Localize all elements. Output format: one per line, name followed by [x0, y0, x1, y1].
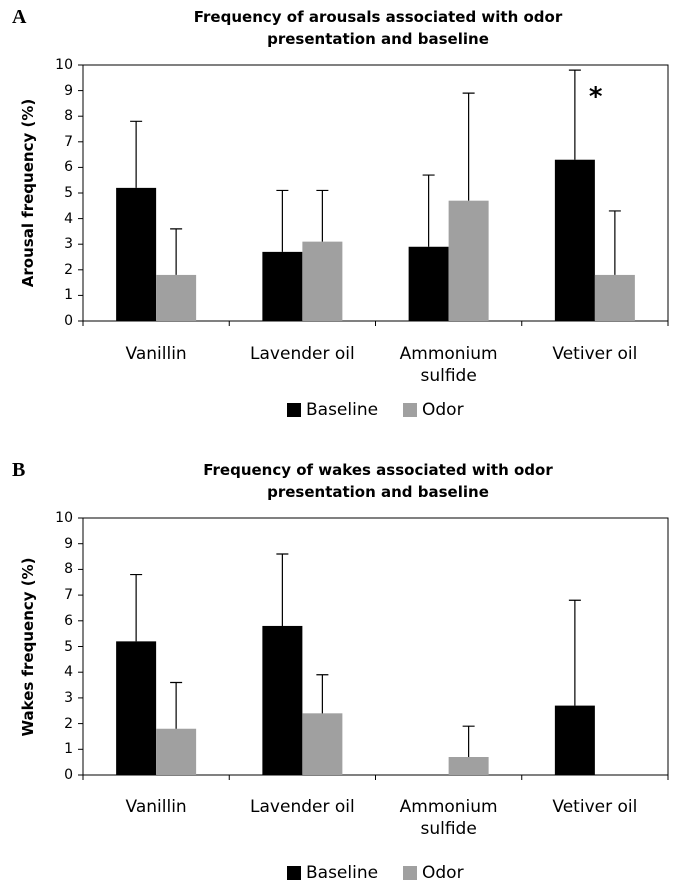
bar	[408, 246, 449, 321]
bar	[116, 187, 157, 321]
error-bar	[568, 69, 581, 160]
panel-label: B	[12, 459, 26, 481]
y-tick-label: 0	[64, 767, 73, 783]
y-tick-label: 10	[55, 57, 73, 73]
error-bar	[568, 599, 581, 706]
x-tick-label: Vanillin	[125, 797, 187, 817]
y-tick-label: 2	[64, 715, 73, 732]
error-bar	[422, 174, 435, 247]
legend-label: Odor	[422, 863, 464, 883]
panel-label: A	[12, 6, 27, 28]
bar	[554, 159, 595, 321]
legend-swatch	[403, 403, 417, 417]
bar	[156, 728, 197, 775]
legend-swatch	[287, 403, 301, 417]
x-tick-label: Vetiver oil	[552, 344, 638, 364]
bar	[448, 757, 489, 775]
legend-label: Baseline	[306, 863, 379, 883]
x-tick-label: Lavender oil	[250, 797, 355, 817]
error-bar	[276, 553, 289, 626]
bar	[156, 274, 197, 321]
bar	[302, 713, 343, 775]
bar	[302, 241, 343, 321]
error-bar	[316, 674, 329, 714]
y-tick-label: 5	[64, 638, 73, 655]
x-tick-label: Ammonium sulfide	[399, 797, 498, 839]
y-tick-label: 1	[64, 287, 73, 304]
x-tick-label: Vanillin	[125, 344, 187, 364]
y-tick-label: 4	[64, 664, 73, 681]
y-tick-label: 7	[64, 133, 73, 150]
y-axis-label: Wakes frequency (%)	[19, 556, 37, 737]
bar	[262, 251, 303, 321]
y-tick-label: 2	[64, 261, 73, 278]
y-tick-label: 3	[64, 236, 73, 253]
y-tick-label: 5	[64, 185, 73, 201]
y-tick-label: 8	[64, 561, 73, 578]
bar	[554, 705, 595, 775]
y-tick-label: 3	[64, 689, 73, 706]
y-tick-label: 7	[64, 587, 73, 604]
error-bar	[130, 573, 143, 642]
y-tick-label: 9	[64, 82, 73, 99]
error-bar	[608, 210, 621, 275]
y-tick-label: 4	[64, 210, 73, 227]
error-bar	[316, 189, 329, 242]
y-tick-label: 1	[64, 741, 73, 758]
y-tick-label: 9	[64, 535, 73, 552]
legend-label: Odor	[422, 400, 464, 420]
bar	[262, 625, 303, 775]
y-tick-label: 10	[55, 510, 73, 526]
error-bar	[462, 725, 475, 758]
error-bar	[130, 120, 143, 188]
y-tick-label: 0	[64, 313, 73, 329]
error-bar	[276, 189, 289, 252]
x-tick-label: Ammonium sulfide	[399, 344, 498, 386]
x-tick-label: Vetiver oil	[552, 797, 638, 817]
bar	[594, 274, 635, 321]
bar	[116, 641, 157, 775]
y-tick-label: 6	[64, 612, 73, 629]
error-bar	[462, 92, 475, 201]
y-tick-label: 8	[64, 108, 73, 125]
chart-title: Frequency of arousals associated with od…	[193, 8, 563, 48]
error-bar	[170, 681, 183, 729]
legend-swatch	[403, 866, 417, 880]
bar	[448, 200, 489, 321]
chart-title: Frequency of wakes associated with odor …	[203, 461, 553, 501]
legend-label: Baseline	[306, 400, 379, 420]
annotation: *	[588, 82, 603, 113]
legend-swatch	[287, 866, 301, 880]
y-tick-label: 6	[64, 159, 73, 176]
error-bar	[170, 228, 183, 275]
x-tick-label: Lavender oil	[250, 344, 355, 364]
